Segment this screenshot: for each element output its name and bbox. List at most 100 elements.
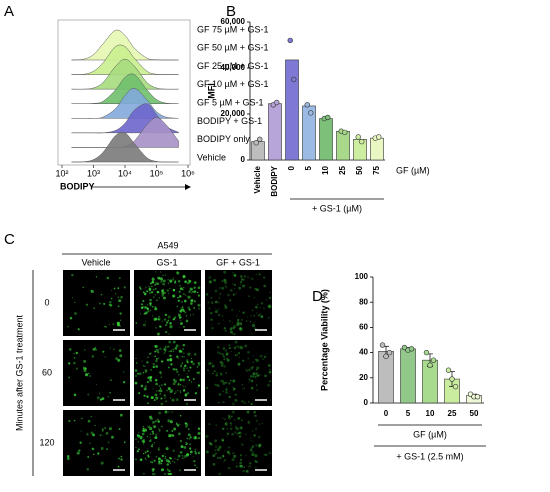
y-tick-label: 100 — [355, 272, 369, 281]
fluorescence-spot — [243, 275, 247, 278]
fluorescence-spot — [177, 312, 179, 315]
fluorescence-spot — [177, 383, 180, 386]
fluorescence-spot — [224, 418, 226, 420]
fluorescence-spot — [210, 311, 213, 315]
fluorescence-spot — [252, 430, 254, 432]
fluorescence-spot — [163, 289, 165, 291]
fluorescence-spot — [74, 301, 76, 303]
x-tick-label: 0 — [384, 409, 389, 418]
fluorescence-spot — [160, 279, 164, 283]
fluorescence-spot — [143, 312, 146, 315]
fluorescence-spot — [107, 395, 110, 398]
fluorescence-spot — [196, 291, 199, 294]
fluorescence-spot — [236, 322, 240, 327]
fluorescence-spot — [242, 311, 245, 314]
fluorescence-spot — [161, 454, 165, 458]
fluorescence-spot — [173, 378, 175, 380]
column-header: GF + GS-1 — [216, 257, 260, 267]
fluorescence-spot — [97, 452, 100, 455]
fluorescence-spot — [180, 319, 182, 321]
fluorescence-spot — [174, 347, 178, 350]
fluorescence-spot — [217, 313, 221, 317]
fluorescence-spot — [237, 345, 241, 349]
fluorescence-spot — [142, 291, 145, 294]
fluorescence-spot — [225, 421, 227, 423]
fluorescence-spot — [186, 452, 190, 456]
fluorescence-spot — [215, 308, 217, 310]
fluorescence-spot — [210, 443, 213, 446]
fluorescence-spot — [250, 447, 253, 449]
fluorescence-spot — [194, 452, 198, 455]
fluorescence-spot — [112, 323, 114, 325]
data-point — [452, 383, 459, 390]
fluorescence-spot — [107, 441, 110, 444]
fluorescence-spot — [150, 461, 152, 463]
x-tick-label: 25 — [338, 165, 347, 174]
fluorescence-spot — [151, 468, 155, 471]
fluorescence-spot — [181, 306, 184, 309]
fluorescence-spot — [73, 393, 77, 397]
fluorescence-spot — [165, 447, 169, 451]
fluorescence-spot — [222, 390, 224, 392]
fluorescence-spot — [149, 426, 153, 431]
fluorescence-spot — [152, 288, 155, 291]
fluorescence-spot — [167, 282, 170, 285]
fluorescence-spot — [239, 454, 243, 457]
fluorescence-spot — [105, 431, 109, 435]
fluorescence-spot — [103, 326, 105, 328]
fluorescence-spot — [163, 394, 166, 397]
row-axis-label: Minutes after GS-1 treatment — [14, 314, 24, 431]
fluorescence-spot — [172, 277, 174, 279]
fluorescence-spot — [92, 433, 96, 437]
fluorescence-spot — [215, 373, 219, 377]
annotation: + GS-1 (2.5 mM) — [396, 451, 463, 461]
fluorescence-spot — [87, 456, 90, 458]
fluorescence-spot — [159, 371, 162, 374]
row-label: 0 — [44, 297, 49, 307]
fluorescence-spot — [227, 433, 230, 435]
fluorescence-spot — [185, 319, 189, 323]
fluorescence-spot — [155, 357, 158, 360]
data-point — [430, 357, 437, 363]
fluorescence-spot — [232, 293, 235, 296]
fluorescence-spot — [182, 292, 185, 296]
fluorescence-spot — [86, 433, 89, 436]
fluorescence-spot — [257, 314, 261, 317]
fluorescence-spot — [217, 401, 220, 404]
y-tick-label: 60,000 — [221, 17, 246, 26]
fluorescence-spot — [94, 424, 96, 427]
annotation: GF (µM) — [396, 165, 430, 175]
fluorescence-spot — [222, 454, 225, 458]
fluorescence-spot — [228, 320, 230, 322]
fluorescence-spot — [245, 469, 249, 473]
fluorescence-spot — [167, 472, 170, 476]
fluorescence-spot — [185, 359, 189, 362]
fluorescence-spot — [141, 439, 145, 443]
fluorescence-spot — [252, 372, 256, 376]
fluorescence-spot — [104, 356, 106, 358]
fluorescence-spot — [196, 466, 198, 469]
fluorescence-spot — [218, 352, 221, 355]
fluorescence-spot — [236, 354, 239, 356]
fluorescence-spot — [181, 308, 185, 312]
fluorescence-spot — [196, 371, 199, 374]
fluorescence-spot — [164, 457, 167, 460]
fluorescence-spot — [240, 464, 243, 468]
fluorescence-spot — [224, 422, 228, 426]
fluorescence-spot — [120, 295, 123, 299]
fluorescence-spot — [101, 397, 105, 401]
fluorescence-spot — [140, 303, 143, 306]
fluorescence-spot — [161, 291, 165, 295]
fluorescence-spot — [72, 361, 76, 365]
fluorescence-spot — [181, 308, 185, 312]
fluorescence-spot — [187, 352, 191, 356]
fluorescence-spot — [196, 365, 199, 368]
fluorescence-spot — [118, 277, 121, 279]
fluorescence-spot — [139, 287, 141, 289]
fluorescence-spot — [258, 435, 261, 439]
fluorescence-spot — [109, 304, 113, 307]
data-point — [308, 110, 314, 116]
fluorescence-spot — [231, 410, 235, 414]
fluorescence-spot — [259, 354, 263, 358]
fluorescence-spot — [147, 402, 149, 404]
